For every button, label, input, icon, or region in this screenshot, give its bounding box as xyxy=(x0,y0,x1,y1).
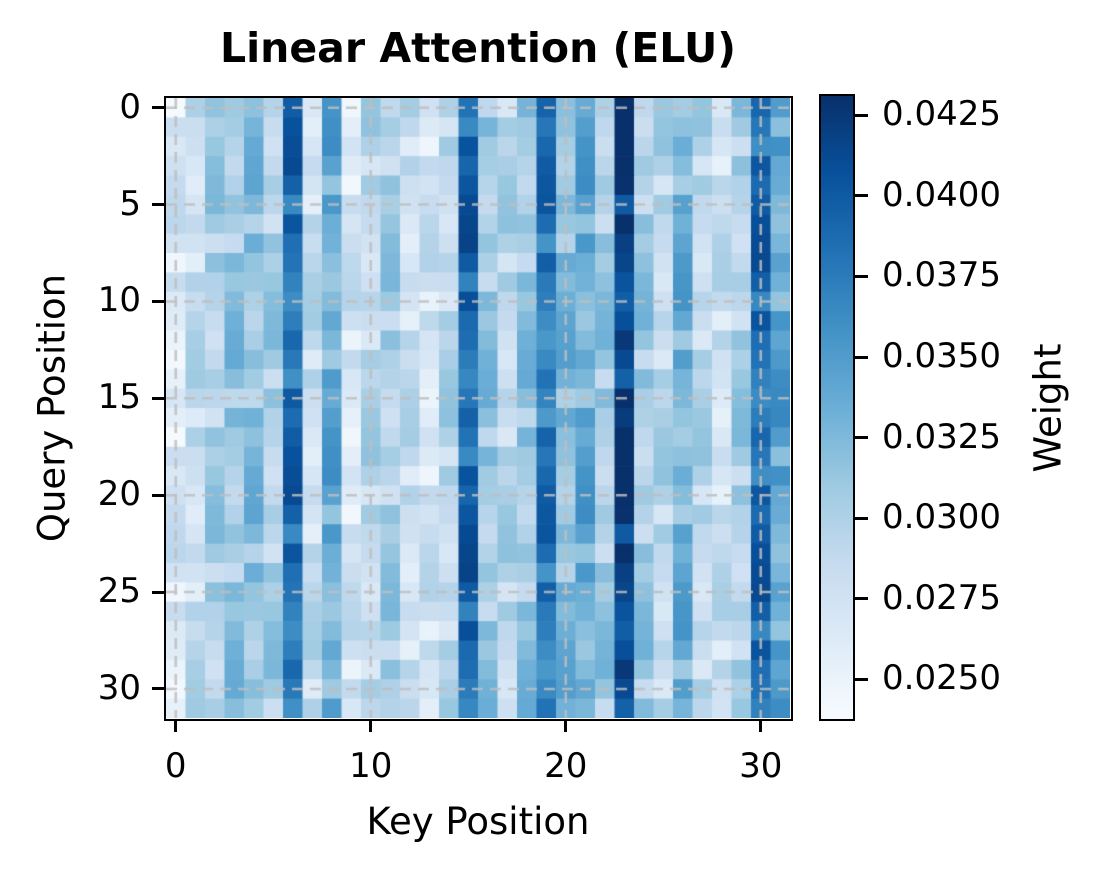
y-tick-label: 10 xyxy=(97,280,141,321)
y-tick-mark xyxy=(152,687,166,691)
chart-title: Linear Attention (ELU) xyxy=(220,24,736,72)
colorbar-tick-mark xyxy=(855,355,868,359)
colorbar-tick-mark xyxy=(855,194,868,198)
colorbar-tick-label: 0.0350 xyxy=(882,336,1001,377)
x-tick-label: 10 xyxy=(349,746,393,786)
y-tick-label: 30 xyxy=(97,668,141,709)
colorbar-tick-label: 0.0250 xyxy=(882,658,1001,699)
x-tick-label: 30 xyxy=(739,746,783,786)
colorbar-tick-mark xyxy=(855,274,868,278)
y-tick-mark xyxy=(152,493,166,497)
y-tick-mark xyxy=(152,106,166,110)
y-tick-label: 5 xyxy=(119,183,141,224)
y-tick-label: 25 xyxy=(97,571,141,612)
y-tick-label: 0 xyxy=(119,86,141,127)
colorbar-tick-label: 0.0325 xyxy=(882,416,1001,457)
y-tick-mark xyxy=(152,203,166,207)
colorbar-tick-label: 0.0400 xyxy=(882,175,1001,216)
y-tick-label: 15 xyxy=(97,377,141,418)
colorbar-tick-mark xyxy=(855,677,868,681)
colorbar-tick-label: 0.0300 xyxy=(882,497,1001,538)
colorbar-tick-label: 0.0425 xyxy=(882,94,1001,135)
y-tick-mark xyxy=(152,396,166,400)
heatmap-canvas xyxy=(166,98,790,718)
colorbar-tick-label: 0.0375 xyxy=(882,255,1001,296)
x-tick-label: 20 xyxy=(544,746,588,786)
colorbar-tick-mark xyxy=(855,113,868,117)
x-tick-mark xyxy=(759,720,763,732)
y-axis-label: Query Position xyxy=(30,273,74,543)
colorbar-tick-mark xyxy=(855,516,868,520)
y-tick-mark xyxy=(152,590,166,594)
y-tick-label: 20 xyxy=(97,474,141,515)
colorbar-tick-label: 0.0275 xyxy=(882,577,1001,618)
colorbar xyxy=(818,93,855,721)
x-axis-label: Key Position xyxy=(366,800,590,843)
y-tick-mark xyxy=(152,299,166,303)
x-tick-label: 0 xyxy=(164,746,187,786)
colorbar-label: Weight xyxy=(1026,343,1070,473)
x-tick-mark xyxy=(174,720,178,732)
colorbar-tick-mark xyxy=(855,436,868,440)
colorbar-tick-mark xyxy=(855,597,868,601)
x-tick-mark xyxy=(369,720,373,732)
x-tick-mark xyxy=(564,720,568,732)
